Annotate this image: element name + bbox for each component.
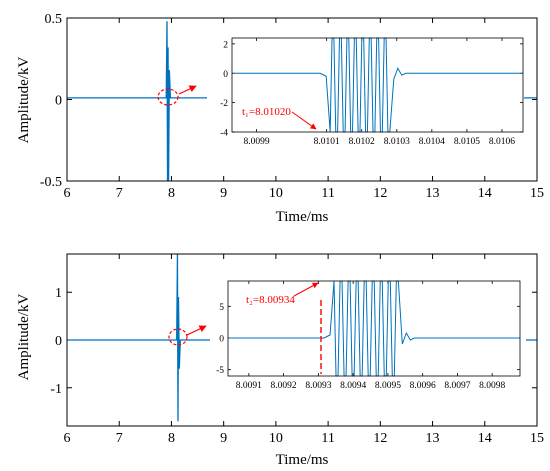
x-tick-label: 7 (116, 431, 123, 446)
x-tick-label: 7 (116, 186, 123, 201)
y-tick-label: 1 (55, 286, 62, 301)
top-inset-ticks: 8.0099 8.0101 8.0102 8.0103 8.0104 8.0105 8.01… (220, 38, 523, 147)
bottom-xticks-group: 6 7 8 9 10 11 12 13 14 15 (64, 254, 544, 446)
inset-x-tick-label: 8.0096 (410, 381, 436, 391)
inset-x-tick-label: 8.0092 (271, 381, 297, 391)
inset-y-tick-label: 0 (223, 70, 228, 80)
top-gridticks: 6 7 8 9 10 11 12 13 14 15 (64, 18, 544, 201)
y-tick-label: 0.5 (45, 12, 63, 27)
x-tick-label: 6 (64, 431, 71, 446)
inset-x-tick-label: 8.0099 (243, 137, 269, 147)
inset-y-tick-label: 2 (223, 40, 228, 50)
x-tick-label: 9 (220, 186, 227, 201)
x-tick-label: 6 (64, 186, 71, 201)
inset-y-tick-label: 0 (219, 335, 224, 345)
x-tick-label: 15 (530, 431, 544, 446)
bottom-inset-annotation-arrow (293, 282, 319, 297)
x-tick-label: 13 (426, 186, 440, 201)
y-tick-label: 0 (55, 94, 62, 109)
top-focus-circle (157, 88, 179, 106)
x-tick-label: 11 (321, 431, 334, 446)
top-inset-annotation: t₁=8.01020 (242, 106, 291, 118)
inset-x-tick-label: 8.0095 (375, 381, 401, 391)
inset-x-tick-label: 8.0098 (479, 381, 505, 391)
x-tick-label: 15 (530, 186, 544, 201)
top-xlabel: Time/ms (276, 209, 329, 225)
top-inset-annotation-arrow (291, 111, 317, 130)
bottom-inset-annotation: t₂=8.00934 (246, 294, 295, 306)
inset-x-tick-label: 8.0093 (305, 381, 331, 391)
bottom-ylabel: Amplitude/kV (16, 294, 32, 381)
inset-y-tick-label: -4 (220, 129, 228, 139)
inset-y-tick-label: -5 (216, 366, 224, 376)
x-tick-label: 14 (478, 186, 492, 201)
x-tick-label: 8 (168, 431, 175, 446)
bottom-zoom-arrow (186, 325, 207, 336)
bottom-inset: 8.0091 8.0092 8.0093 8.0094 8.0095 8.0096 8.00… (210, 276, 526, 391)
x-tick-label: 12 (373, 186, 387, 201)
x-tick-label: 8 (168, 186, 175, 201)
top-inset-box (231, 37, 524, 133)
inset-y-tick-label: -2 (220, 99, 228, 109)
x-tick-label: 11 (321, 186, 334, 201)
bottom-focus-circle (168, 328, 188, 346)
bottom-inset-box (227, 280, 521, 377)
inset-x-tick-label: 8.0101 (314, 137, 340, 147)
x-tick-label: 9 (220, 431, 227, 446)
top-inset: 8.0099 8.0101 8.0102 8.0103 8.0104 8.0105 8.01… (207, 37, 524, 147)
inset-x-tick-label: 8.0104 (419, 137, 445, 147)
x-tick-label: 10 (269, 431, 283, 446)
inset-x-tick-label: 8.0097 (444, 381, 470, 391)
bottom-xlabel: Time/ms (276, 452, 329, 468)
x-tick-label: 12 (373, 431, 387, 446)
top-zoom-arrow (178, 85, 197, 95)
top-ylabel: Amplitude/kV (16, 57, 32, 144)
top-axes-box (66, 17, 538, 182)
inset-x-tick-label: 8.0105 (454, 137, 480, 147)
y-tick-label: -0.5 (40, 175, 62, 190)
inset-x-tick-label: 8.0094 (340, 381, 366, 391)
top-series-group (67, 21, 537, 182)
bottom-inset-ticks: 8.0091 8.0092 8.0093 8.0094 8.0095 8.0096 8.00… (216, 281, 520, 391)
x-tick-label: 14 (478, 431, 492, 446)
bottom-axes-box (66, 253, 538, 427)
x-tick-label: 10 (269, 186, 283, 201)
inset-x-tick-label: 8.0106 (489, 137, 515, 147)
signal-line (67, 21, 537, 182)
inset-x-tick-label: 8.0103 (384, 137, 410, 147)
y-tick-label: 0 (55, 334, 62, 349)
inset-y-tick-label: 5 (219, 303, 224, 313)
x-tick-label: 13 (426, 431, 440, 446)
y-tick-label: -1 (50, 382, 62, 397)
subplot-top: 6 7 8 9 10 11 12 13 14 15 0.5 0 -0.5 Time/ms Amplit… (16, 12, 544, 225)
subplot-bottom: 6 7 8 9 10 11 12 13 14 15 10-1 Time/ms Amplitude/… (16, 253, 544, 468)
inset-x-tick-label: 8.0091 (236, 381, 262, 391)
inset-x-tick-label: 8.0102 (349, 137, 375, 147)
